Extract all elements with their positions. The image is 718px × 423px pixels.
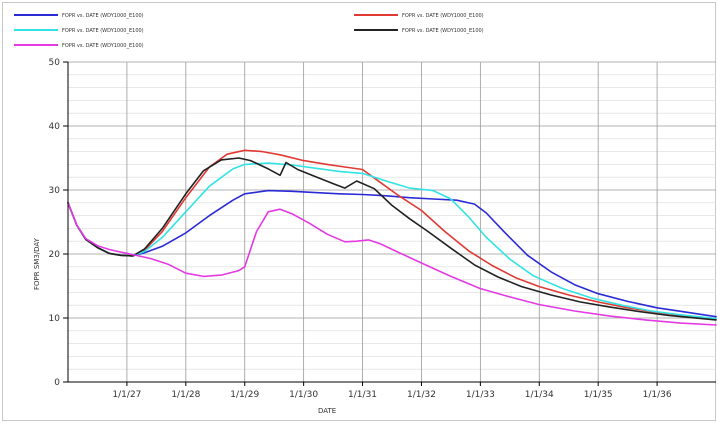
x-tick-label: 1/1/32 xyxy=(407,390,436,400)
x-tick-label: 1/1/30 xyxy=(289,390,318,400)
y-tick-label: 50 xyxy=(49,58,61,68)
legend-label: FOPR vs. DATE (WDY1000_E100) xyxy=(62,43,144,49)
y-tick-label: 30 xyxy=(49,186,61,196)
legend: FOPR vs. DATE (WDY1000_E100) FOPR vs. DAT… xyxy=(14,13,484,49)
x-tick-label: 1/1/31 xyxy=(348,390,377,400)
series-line-4 xyxy=(67,157,717,321)
x-tick-label: 1/1/28 xyxy=(171,390,200,400)
series-line-5 xyxy=(67,202,717,326)
x-tick-label: 1/1/34 xyxy=(525,390,554,400)
series-group xyxy=(67,149,717,326)
x-tick-label: 1/1/35 xyxy=(584,390,613,400)
x-tick-label: 1/1/36 xyxy=(643,390,672,400)
series-line-3 xyxy=(67,162,717,320)
y-axis-title: FOPR SM3/DAY xyxy=(33,237,41,290)
y-tick-label: 20 xyxy=(49,250,61,260)
y-ticks: 0 10 20 30 40 50 xyxy=(49,58,68,388)
x-tick-label: 1/1/27 xyxy=(112,390,141,400)
legend-label: FOPR vs. DATE (WDY1000_E100) xyxy=(62,13,144,19)
x-tick-label: 1/1/33 xyxy=(466,390,495,400)
legend-label: FOPR vs. DATE (WDY1000_E100) xyxy=(402,28,484,34)
grid xyxy=(68,61,716,383)
legend-label: FOPR vs. DATE (WDY1000_E100) xyxy=(402,13,484,19)
y-tick-label: 10 xyxy=(49,314,61,324)
legend-label: FOPR vs. DATE (WDY1000_E100) xyxy=(62,28,144,34)
y-tick-label: 0 xyxy=(54,378,60,388)
axes xyxy=(67,62,716,383)
y-tick-label: 40 xyxy=(49,122,61,132)
x-ticks: 1/1/27 1/1/28 1/1/29 1/1/30 1/1/31 1/1/32 1/1/… xyxy=(112,382,672,400)
x-tick-label: 1/1/29 xyxy=(230,390,259,400)
x-axis-title: DATE xyxy=(318,407,336,415)
